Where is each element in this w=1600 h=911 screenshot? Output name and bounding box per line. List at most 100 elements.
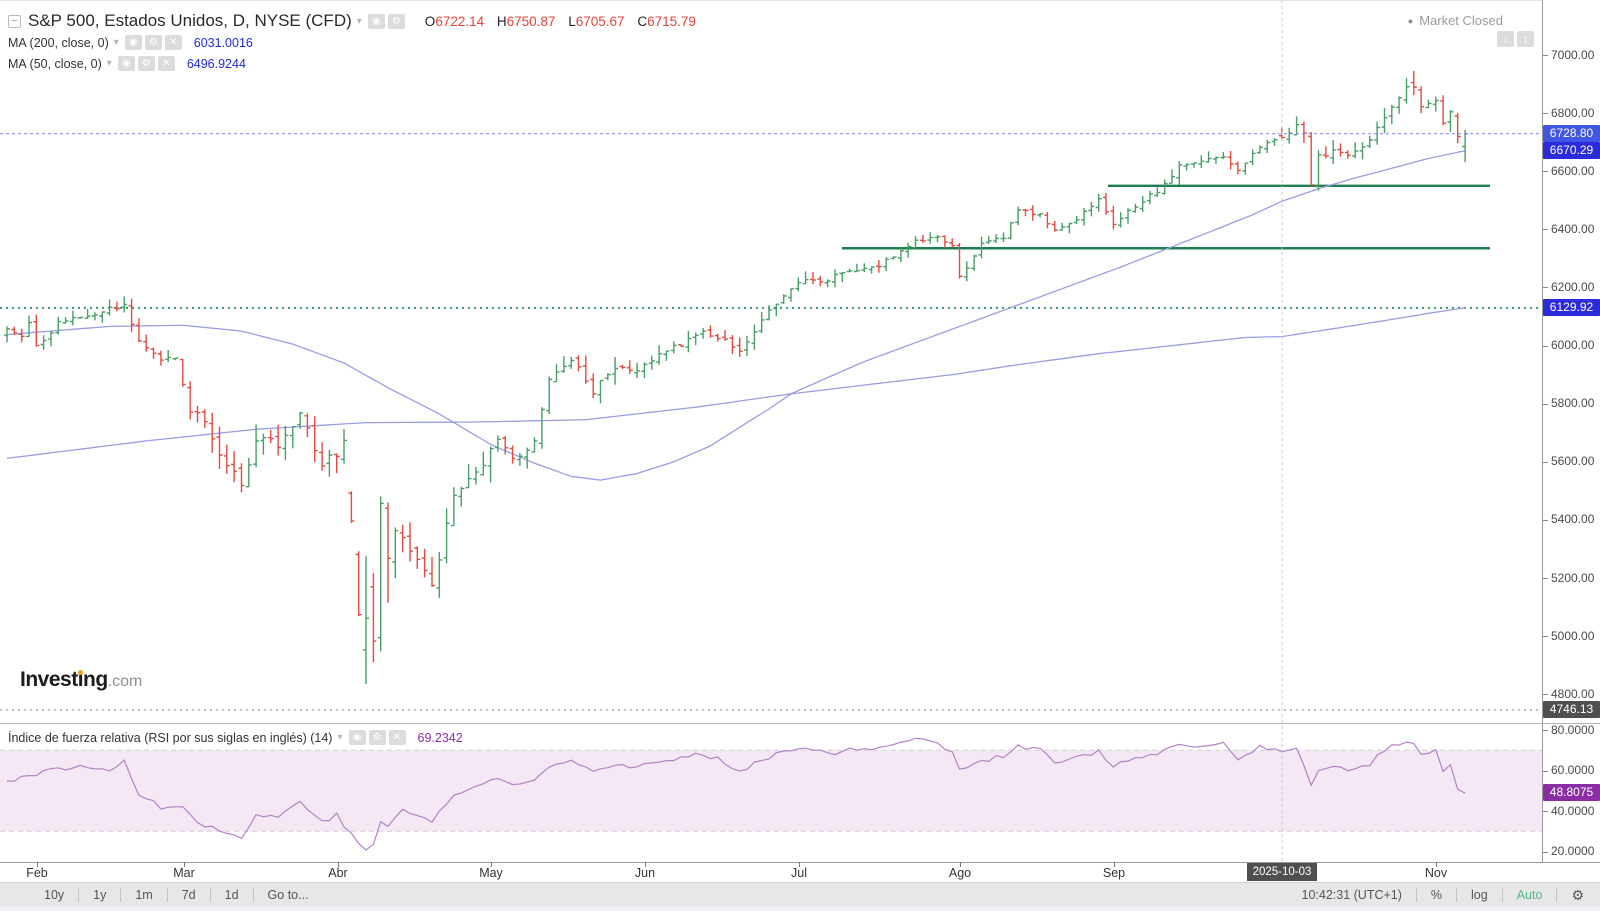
divider bbox=[120, 888, 122, 902]
rsi-tick-label: 20.0000 bbox=[1551, 844, 1595, 858]
visibility-icon[interactable]: ◉ bbox=[124, 35, 142, 50]
last-price-badge: 6728.80 bbox=[1543, 125, 1600, 142]
range-button-7d[interactable]: 7d bbox=[181, 888, 196, 902]
status-dot-icon: ● bbox=[1407, 15, 1414, 26]
settings-icon[interactable]: ⚙ bbox=[387, 13, 405, 29]
ma200-axis-badge: 6129.92 bbox=[1543, 299, 1600, 316]
goto-button[interactable]: Go to... bbox=[267, 888, 309, 902]
high-label: H bbox=[496, 13, 507, 29]
visibility-icon[interactable]: ◉ bbox=[117, 56, 135, 71]
range-button-1m[interactable]: 1m bbox=[135, 888, 153, 902]
close-icon[interactable]: ✕ bbox=[157, 56, 175, 71]
investing-logo: Investing.com bbox=[20, 668, 142, 692]
ma50-axis-badge: 6670.29 bbox=[1543, 142, 1600, 159]
month-tick bbox=[184, 862, 185, 867]
month-tick bbox=[37, 862, 38, 867]
settings-icon[interactable]: ⚙ bbox=[137, 56, 155, 71]
ma50-legend-row: MA (50, close, 0) ▾ ◉ ⚙ ✕ 6496.9244 bbox=[8, 53, 696, 74]
price-tick-label: 6600.00 bbox=[1551, 164, 1595, 178]
close-label: C bbox=[637, 13, 648, 29]
move-pane-down-icon[interactable]: ↓ bbox=[1497, 31, 1514, 47]
price-tick-label: 6200.00 bbox=[1551, 280, 1595, 294]
bottom-toolbar: 10y 1y 1m 7d 1d Go to... 10:42:31 (UTC+1) % l… bbox=[0, 882, 1600, 906]
top-divider bbox=[0, 0, 1600, 1]
close-icon[interactable]: ✕ bbox=[388, 730, 406, 745]
month-label: Ago bbox=[948, 866, 972, 880]
range-button-1y[interactable]: 1y bbox=[93, 888, 107, 902]
rsi-label[interactable]: Índice de fuerza relativa (RSI por sus s… bbox=[8, 730, 333, 745]
collapse-legend-icon[interactable]: − bbox=[8, 14, 21, 28]
month-label: May bbox=[479, 866, 503, 880]
market-status: ● Market Closed bbox=[1408, 13, 1503, 28]
auto-scale-button[interactable]: Auto bbox=[1516, 888, 1543, 902]
log-scale-button[interactable]: log bbox=[1471, 888, 1488, 902]
price-tick bbox=[1543, 694, 1548, 695]
divider bbox=[252, 888, 254, 902]
month-tick bbox=[645, 862, 646, 867]
maximize-pane-icon[interactable]: ↕ bbox=[1517, 31, 1534, 47]
month-tick bbox=[960, 862, 961, 867]
month-label: Jun bbox=[634, 866, 656, 880]
visibility-icon[interactable]: ◉ bbox=[367, 13, 385, 29]
range-button-10y[interactable]: 10y bbox=[44, 888, 65, 902]
logo-text: Invest bbox=[20, 668, 78, 691]
ma200-legend-row: MA (200, close, 0) ▾ ◉ ⚙ ✕ 6031.0016 bbox=[8, 32, 696, 53]
divider bbox=[1415, 888, 1417, 902]
month-label: Nov bbox=[1424, 866, 1448, 880]
divider bbox=[209, 888, 211, 902]
price-tick-label: 4800.00 bbox=[1551, 687, 1595, 701]
gear-icon[interactable]: ⚙ bbox=[1571, 886, 1584, 903]
settings-icon[interactable]: ⚙ bbox=[144, 35, 162, 50]
month-tick bbox=[799, 862, 800, 867]
rsi-tick bbox=[1543, 771, 1548, 772]
ma50-label[interactable]: MA (50, close, 0) bbox=[8, 56, 102, 71]
visibility-icon[interactable]: ◉ bbox=[348, 730, 366, 745]
chevron-down-icon[interactable]: ▾ bbox=[106, 58, 112, 69]
price-tick bbox=[1543, 346, 1548, 347]
percent-scale-button[interactable]: % bbox=[1430, 888, 1443, 902]
price-tick bbox=[1543, 520, 1548, 521]
chevron-down-icon[interactable]: ▾ bbox=[356, 15, 362, 27]
logo-text-ing: ing bbox=[77, 668, 109, 691]
chevron-down-icon[interactable]: ▾ bbox=[113, 37, 119, 48]
month-tick bbox=[1436, 862, 1437, 867]
close-icon[interactable]: ✕ bbox=[164, 35, 182, 50]
logo-tld: .com bbox=[107, 673, 143, 690]
price-tick bbox=[1543, 578, 1548, 579]
month-tick bbox=[1114, 862, 1115, 867]
price-tick-label: 6400.00 bbox=[1551, 222, 1595, 236]
rsi-tick bbox=[1543, 852, 1548, 853]
rsi-tick bbox=[1543, 730, 1548, 731]
price-tick bbox=[1543, 636, 1548, 637]
divider bbox=[78, 888, 80, 902]
price-tick-label: 6800.00 bbox=[1551, 106, 1595, 120]
price-tick bbox=[1543, 113, 1548, 114]
range-button-1d[interactable]: 1d bbox=[224, 888, 239, 902]
divider bbox=[1501, 888, 1503, 902]
ma200-value: 6031.0016 bbox=[193, 35, 253, 50]
high-value: 6750.87 bbox=[506, 13, 556, 29]
chart-legend: − S&P 500, Estados Unidos, D, NYSE (CFD)… bbox=[8, 10, 696, 74]
price-tick bbox=[1543, 55, 1548, 56]
ma200-label[interactable]: MA (200, close, 0) bbox=[8, 35, 109, 50]
price-tick-label: 5000.00 bbox=[1551, 629, 1595, 643]
price-tick-label: 6000.00 bbox=[1551, 338, 1595, 352]
low-value: 6705.67 bbox=[575, 13, 625, 29]
open-value: 6722.14 bbox=[435, 13, 485, 29]
rsi-tick-label: 40.0000 bbox=[1551, 804, 1595, 818]
clock[interactable]: 10:42:31 (UTC+1) bbox=[1301, 888, 1402, 902]
panel-divider[interactable] bbox=[0, 723, 1600, 724]
settings-icon[interactable]: ⚙ bbox=[368, 730, 386, 745]
price-tick-label: 5400.00 bbox=[1551, 512, 1595, 526]
price-tick bbox=[1543, 287, 1548, 288]
price-chart-canvas[interactable] bbox=[0, 0, 1542, 862]
price-tick bbox=[1543, 462, 1548, 463]
chevron-down-icon[interactable]: ▾ bbox=[337, 732, 343, 743]
range-buttons: 10y 1y 1m 7d 1d Go to... bbox=[30, 883, 323, 907]
divider bbox=[166, 888, 168, 902]
symbol-title[interactable]: S&P 500, Estados Unidos, D, NYSE (CFD) bbox=[28, 11, 352, 30]
rsi-legend-row: Índice de fuerza relativa (RSI por sus s… bbox=[8, 727, 463, 748]
page-background-strip bbox=[0, 906, 1600, 911]
market-status-text: Market Closed bbox=[1419, 13, 1503, 28]
crosshair-date-badge: 2025-10-03 bbox=[1247, 863, 1317, 881]
